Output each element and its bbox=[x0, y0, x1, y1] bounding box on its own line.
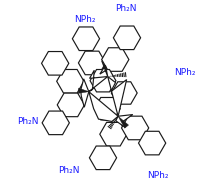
Polygon shape bbox=[89, 146, 117, 170]
Polygon shape bbox=[57, 70, 84, 93]
Polygon shape bbox=[41, 52, 69, 75]
Polygon shape bbox=[116, 115, 133, 127]
Polygon shape bbox=[90, 70, 116, 92]
Polygon shape bbox=[100, 122, 127, 146]
Polygon shape bbox=[138, 131, 166, 155]
Polygon shape bbox=[108, 77, 127, 116]
Polygon shape bbox=[102, 48, 129, 71]
Text: Ph₂N: Ph₂N bbox=[115, 4, 137, 13]
Polygon shape bbox=[42, 111, 69, 135]
Text: Ph₂N: Ph₂N bbox=[59, 166, 80, 175]
Text: NPh₂: NPh₂ bbox=[174, 68, 195, 77]
Text: NPh₂: NPh₂ bbox=[74, 15, 95, 24]
Text: Ph₂N: Ph₂N bbox=[17, 117, 39, 126]
Polygon shape bbox=[118, 116, 128, 128]
Polygon shape bbox=[94, 98, 120, 120]
Polygon shape bbox=[57, 93, 85, 117]
Polygon shape bbox=[81, 79, 89, 107]
Polygon shape bbox=[111, 82, 137, 104]
Polygon shape bbox=[89, 92, 118, 122]
Polygon shape bbox=[113, 26, 141, 50]
Polygon shape bbox=[89, 70, 108, 92]
Polygon shape bbox=[100, 61, 108, 77]
Polygon shape bbox=[78, 51, 106, 75]
Polygon shape bbox=[72, 27, 100, 50]
Text: NPh₂: NPh₂ bbox=[147, 171, 169, 180]
Polygon shape bbox=[122, 116, 149, 140]
Polygon shape bbox=[78, 88, 89, 93]
